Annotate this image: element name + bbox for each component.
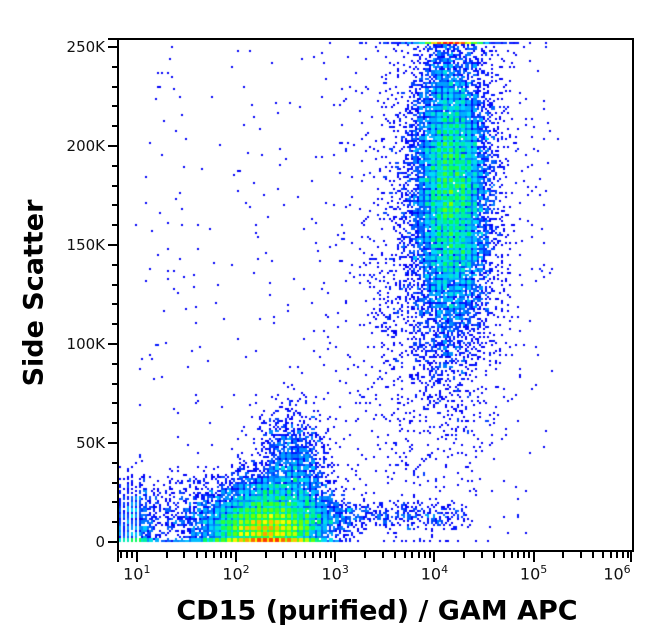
x-minor-tick [517,552,520,558]
y-major-tick [108,145,117,147]
y-minor-tick [112,184,117,187]
y-tick-label: 0 [95,533,105,551]
x-major-tick [135,552,138,562]
x-minor-tick [418,552,421,558]
x-major-tick [433,552,436,562]
x-major-tick [532,552,535,562]
y-minor-tick [112,402,117,405]
y-minor-tick [112,501,117,504]
x-minor-tick [562,552,565,558]
x-minor-tick [183,552,186,558]
x-minor-tick [212,552,215,558]
y-minor-tick [112,204,117,207]
x-minor-tick [230,552,233,558]
x-minor-tick [195,552,198,558]
x-minor-tick [219,552,222,558]
x-tick-label: 103 [321,563,349,584]
x-minor-tick [264,552,267,558]
x-minor-tick [493,552,496,558]
y-major-tick [108,46,117,48]
x-minor-tick [528,552,531,558]
x-minor-tick [423,552,426,558]
y-minor-tick [112,303,117,306]
x-minor-tick [616,552,619,558]
x-minor-tick [510,552,513,558]
x-minor-tick [294,552,297,558]
y-tick-label: 250K [66,38,105,56]
x-minor-tick [205,552,208,558]
x-minor-tick [364,552,367,558]
y-minor-tick [112,224,117,227]
x-minor-tick [393,552,396,558]
x-tick-label: 105 [519,563,548,584]
x-minor-tick [131,552,134,558]
y-minor-tick [112,283,117,286]
y-major-tick [108,541,117,543]
x-tick-label: 102 [222,563,250,584]
y-minor-tick [112,382,117,385]
x-minor-tick [312,552,315,558]
x-minor-tick [480,552,483,558]
x-minor-tick [304,552,307,558]
y-minor-tick [112,323,117,326]
y-minor-tick [112,461,117,464]
x-major-tick [235,552,237,562]
x-minor-tick [428,552,431,558]
x-minor-tick [579,552,582,558]
y-minor-tick [112,263,117,266]
x-minor-tick [381,552,384,558]
x-axis-end-tick [117,552,119,562]
x-minor-tick [609,552,612,558]
x-minor-tick [403,552,406,558]
y-minor-tick [112,105,117,108]
x-axis-title: CD15 (purified) / GAM APC [176,595,578,627]
x-minor-tick [225,552,228,558]
y-major-tick [108,244,117,246]
y-tick-label: 150K [66,236,105,254]
y-minor-tick [112,362,117,365]
y-minor-tick [112,125,117,128]
x-minor-tick [592,552,595,558]
y-minor-tick [112,521,117,524]
x-minor-tick [165,552,168,558]
y-tick-label: 200K [66,137,105,155]
x-tick-label: 104 [420,563,449,584]
x-minor-tick [502,552,505,558]
x-minor-tick [324,552,327,558]
y-axis-end-tick [108,38,117,40]
y-tick-label: 100K [66,335,105,353]
x-major-tick [630,552,632,562]
y-minor-tick [112,164,117,167]
x-minor-tick [622,552,625,558]
x-tick-label: 106 [603,563,631,584]
x-minor-tick [411,552,414,558]
y-tick-label: 50K [76,434,105,452]
x-minor-tick [120,552,123,558]
y-major-tick [108,442,117,444]
y-axis-title: Side Scatter [18,199,50,387]
density-dot-plot-canvas [119,40,632,550]
y-major-tick [108,343,117,345]
y-minor-tick [112,65,117,68]
x-minor-tick [318,552,321,558]
x-minor-tick [126,552,129,558]
x-minor-tick [522,552,525,558]
y-minor-tick [112,85,117,88]
x-major-tick [334,552,337,562]
y-minor-tick [112,481,117,484]
x-minor-tick [601,552,604,558]
x-minor-tick [282,552,285,558]
x-minor-tick [329,552,332,558]
x-minor-tick [627,552,630,558]
x-minor-tick [463,552,466,558]
x-tick-label: 101 [123,563,151,584]
y-minor-tick [112,422,117,425]
